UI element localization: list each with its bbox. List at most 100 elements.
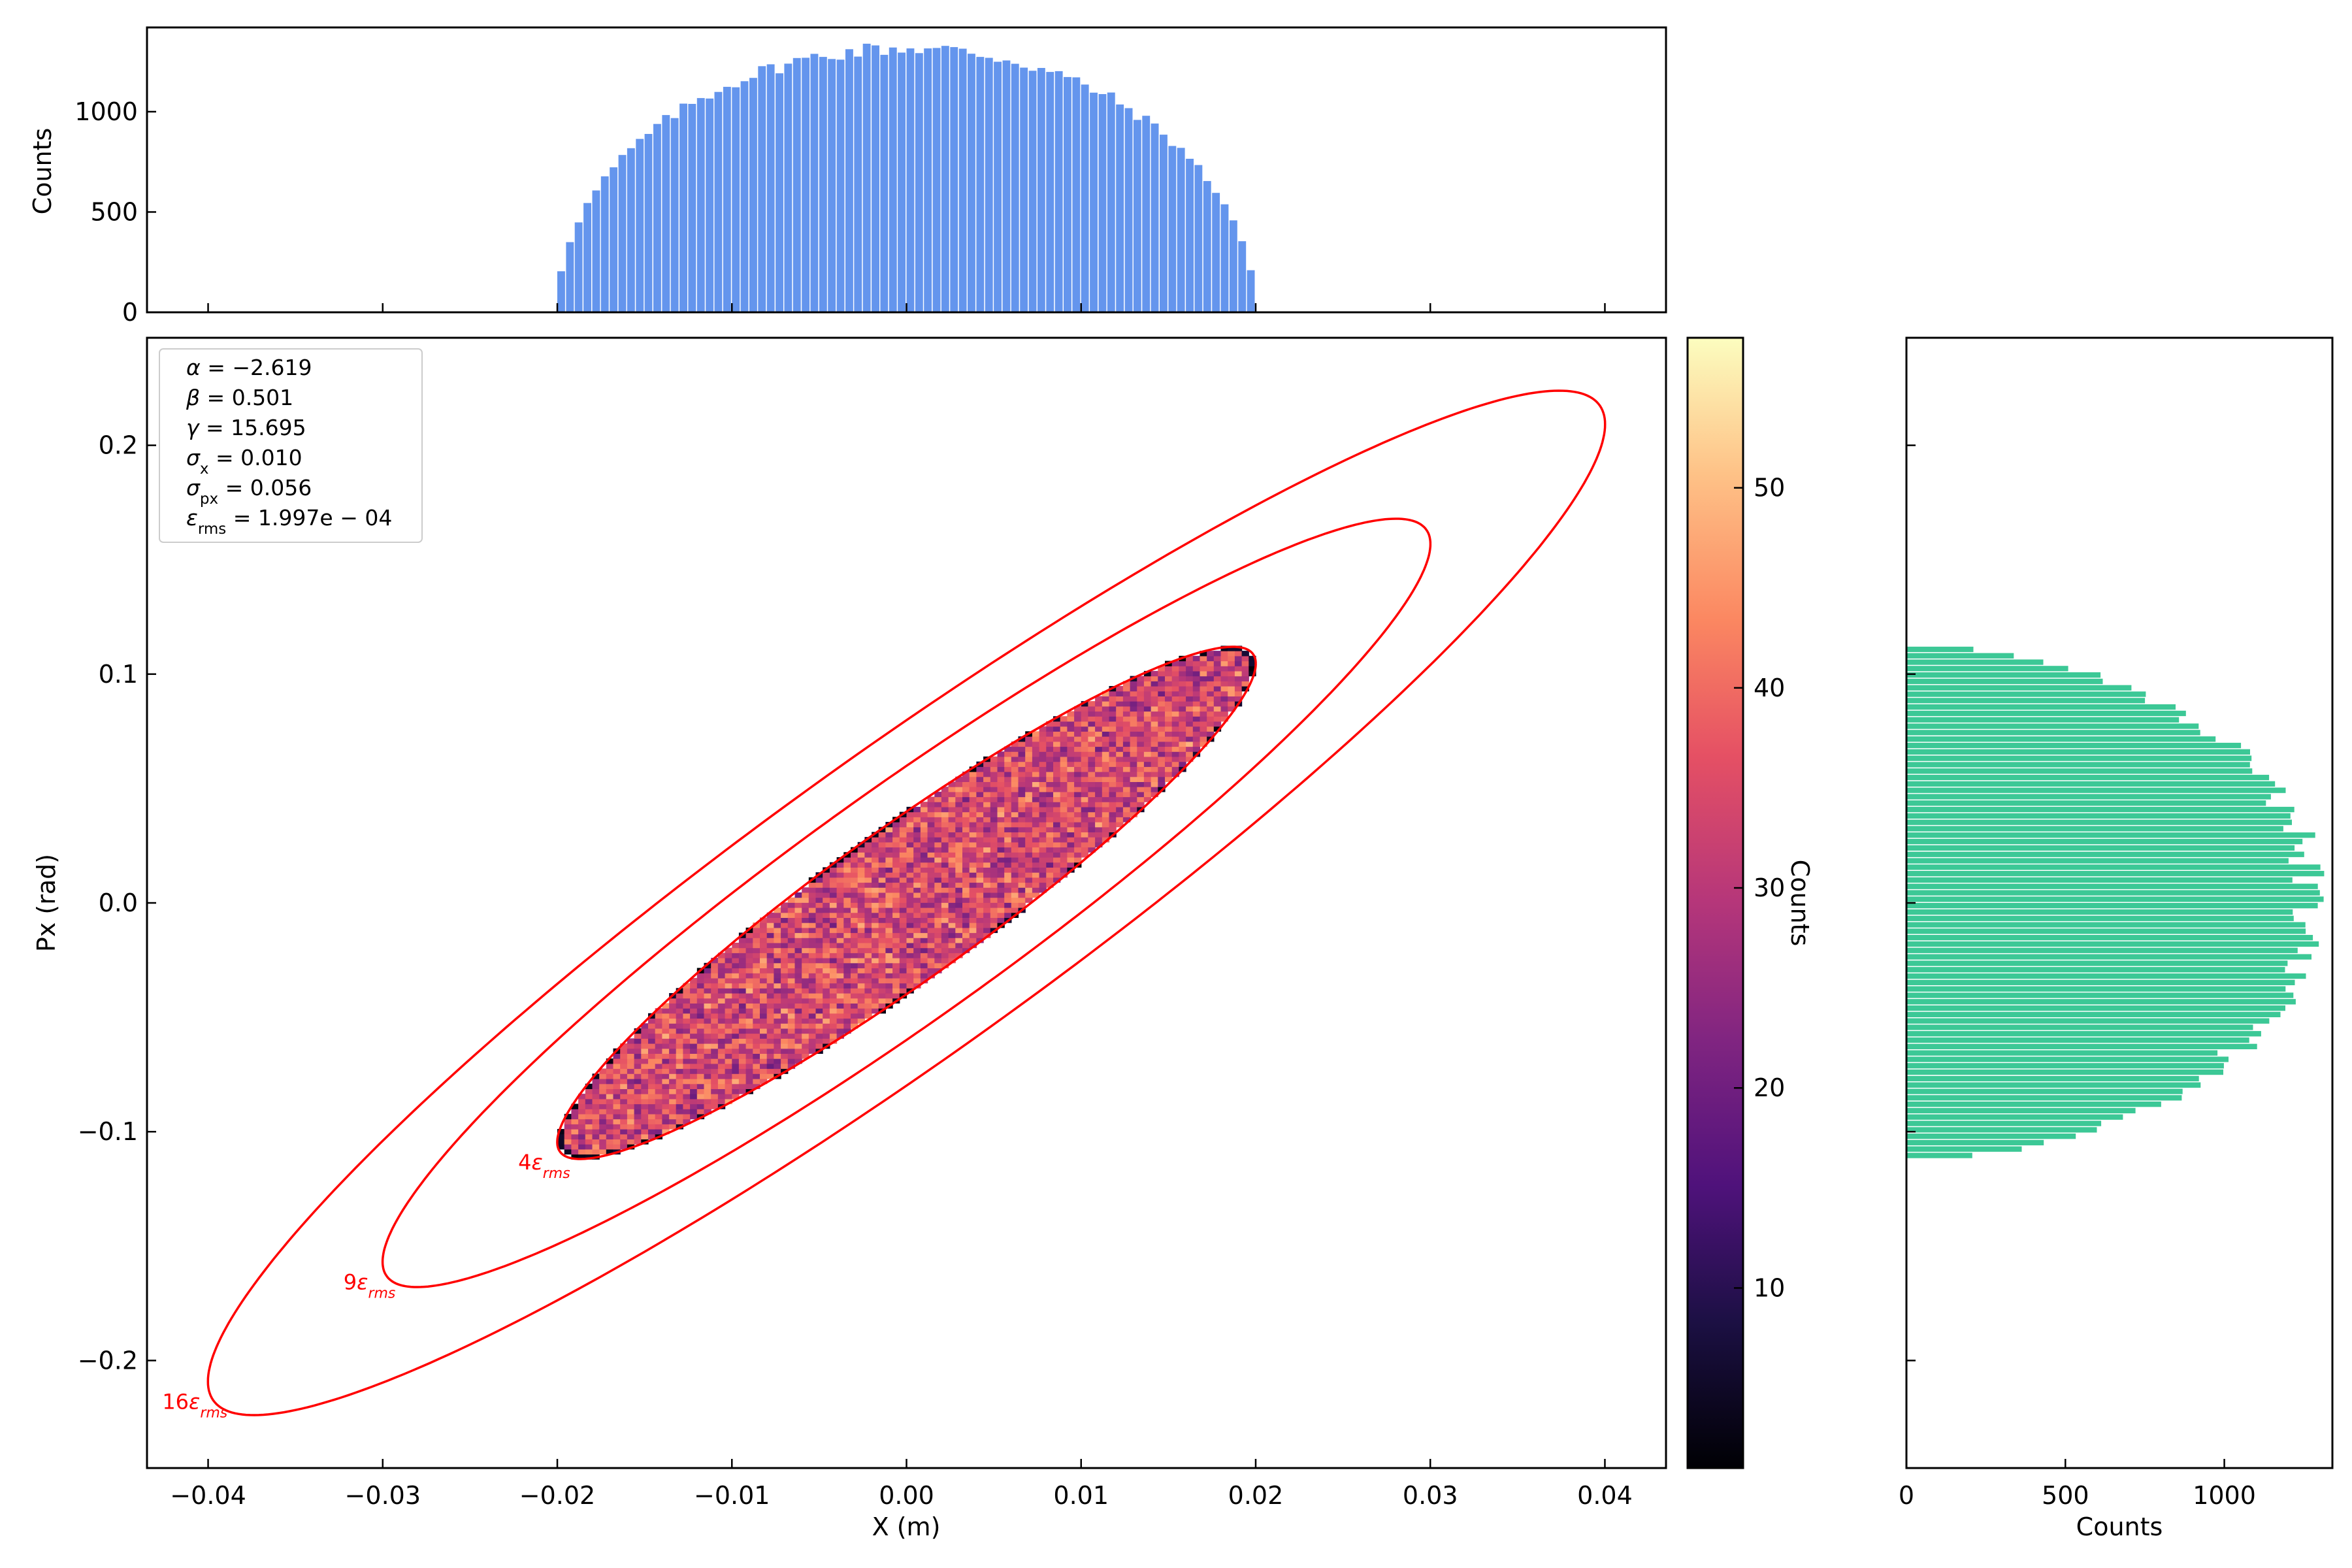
heatmap-cell [1025, 841, 1033, 848]
heatmap-cell [913, 887, 921, 893]
heatmap-cell [745, 1043, 753, 1049]
heatmap-cell [836, 988, 844, 994]
x-histogram-bar [679, 103, 687, 312]
heatmap-cell [983, 841, 991, 848]
x-histogram-bar [766, 64, 775, 313]
heatmap-cell [717, 1043, 726, 1049]
heatmap-cell [1220, 711, 1228, 717]
heatmap-cell [745, 1058, 753, 1064]
heatmap-cell [1137, 741, 1145, 747]
heatmap-cell [864, 968, 872, 973]
heatmap-cell [983, 832, 991, 838]
heatmap-cell [857, 882, 865, 888]
heatmap-cell [843, 977, 851, 984]
heatmap-cell [1228, 706, 1235, 712]
heatmap-cell [1137, 751, 1145, 757]
heatmap-cell [1151, 741, 1158, 747]
heatmap-cell [843, 927, 851, 934]
heatmap-cell [669, 1073, 677, 1079]
heatmap-cell [1046, 882, 1054, 888]
heatmap-cell [787, 938, 796, 943]
heatmap-cell [683, 1048, 691, 1054]
heatmap-cell [815, 983, 823, 988]
heatmap-cell [906, 892, 914, 898]
heatmap-cell [1143, 736, 1152, 742]
heatmap-cell [1116, 736, 1124, 742]
heatmap-cell [1192, 706, 1201, 712]
heatmap-cell [1032, 791, 1040, 798]
heatmap-cell [941, 857, 949, 863]
heatmap-cell [787, 927, 796, 934]
heatmap-cell [955, 841, 963, 848]
heatmap-cell [969, 841, 977, 848]
heatmap-cell [1025, 787, 1033, 792]
heatmap-cell [906, 862, 914, 868]
heatmap-cell [627, 1098, 635, 1105]
heatmap-cell [753, 932, 760, 938]
heatmap-cell [766, 1068, 774, 1074]
heatmap-cell [738, 1063, 747, 1070]
heatmap-cell [683, 993, 691, 999]
heatmap-cell [1025, 847, 1033, 853]
heatmap-cell [892, 993, 900, 999]
heatmap-cell [1032, 781, 1040, 787]
heatmap-cell [1165, 711, 1173, 717]
heatmap-cell [781, 988, 789, 994]
heatmap-cell [627, 1103, 635, 1109]
heatmap-cell [1143, 751, 1152, 757]
heatmap-cell [662, 1008, 670, 1014]
heatmap-cell [696, 1109, 705, 1115]
px-histogram-bar [1906, 1095, 2182, 1101]
heatmap-cell [983, 837, 991, 843]
heatmap-cell [997, 837, 1005, 843]
heatmap-cell [1018, 862, 1026, 868]
heatmap-cell [1109, 746, 1117, 752]
heatmap-cell [1060, 817, 1068, 823]
heatmap-cell [899, 841, 907, 848]
twiss-stat-line: α = −2.619 [186, 355, 312, 380]
heatmap-cell [725, 1018, 732, 1024]
px-histogram-bar [1906, 1043, 2257, 1049]
heatmap-cell [1192, 691, 1201, 696]
heatmap-cell [578, 1154, 586, 1160]
heatmap-cell [585, 1113, 593, 1120]
heatmap-cell [787, 923, 796, 928]
heatmap-cell [787, 973, 796, 979]
heatmap-cell [1011, 791, 1019, 798]
heatmap-cell [753, 1063, 760, 1070]
px-histogram-bar [1906, 915, 2294, 921]
heatmap-cell [1165, 721, 1173, 727]
heatmap-cell [969, 872, 977, 878]
heatmap-cell [1116, 772, 1124, 777]
x-histogram-bar [932, 48, 941, 313]
heatmap-cell [920, 907, 928, 913]
heatmap-cell [738, 938, 747, 943]
heatmap-cell [1081, 716, 1088, 722]
heatmap-cell [920, 857, 928, 863]
x-histogram-bar [784, 63, 792, 313]
heatmap-cell [948, 847, 956, 853]
heatmap-cell [1060, 857, 1068, 863]
heatmap-cell [1130, 716, 1137, 722]
heatmap-cell [934, 962, 942, 969]
heatmap-cell [920, 892, 928, 898]
heatmap-cell [1102, 811, 1110, 817]
heatmap-cell [1053, 857, 1061, 863]
heatmap-cell [1213, 691, 1222, 696]
x-tick-label: 0.04 [1577, 1481, 1633, 1510]
heatmap-cell [1081, 731, 1088, 737]
heatmap-cell [1220, 691, 1228, 696]
heatmap-cell [1081, 791, 1088, 798]
heatmap-cell [955, 867, 963, 873]
heatmap-cell [690, 1033, 698, 1039]
heatmap-cell [1179, 666, 1186, 672]
heatmap-cell [1249, 670, 1256, 677]
heatmap-cell [641, 1048, 649, 1054]
heatmap-cell [1011, 776, 1019, 782]
heatmap-cell [1220, 676, 1228, 681]
px-histogram-xtick-label: 1000 [2193, 1481, 2256, 1510]
heatmap-cell [857, 993, 865, 999]
heatmap-cell [1011, 826, 1019, 832]
heatmap-cell [802, 1023, 809, 1029]
x-histogram-bar [941, 46, 949, 312]
